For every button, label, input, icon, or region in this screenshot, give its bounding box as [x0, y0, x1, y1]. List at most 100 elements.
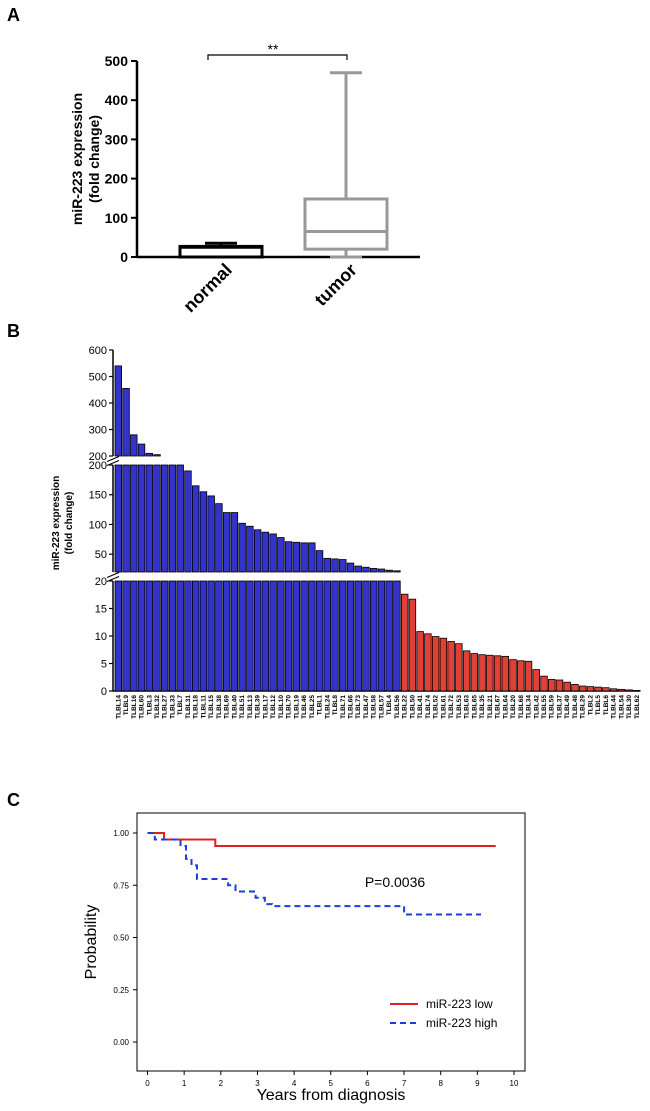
x-tick-label: TLBL74: [425, 695, 432, 719]
x-tick-label: TLBL70: [286, 695, 293, 719]
x-tick-label: TLBL13: [247, 695, 254, 719]
bar-TLBL19: [292, 580, 301, 692]
y-tick-label: 0: [120, 249, 128, 265]
y-tick-label: 500: [105, 53, 129, 69]
x-tick-label: TLBL35: [479, 695, 486, 719]
y-tick-label: 400: [105, 92, 129, 108]
x-tick-label: TLBL27: [162, 695, 169, 719]
y-axis-label-line: miR-223 expression: [51, 476, 62, 571]
y-tick-label: 0.50: [113, 934, 129, 943]
x-tick-label: TLBL53: [456, 695, 463, 719]
x-tick-label: TLBL48: [572, 695, 579, 719]
bar-TLBL47: [362, 580, 370, 692]
bar-TLBL16: [130, 580, 138, 692]
bar-TLBL14: [114, 365, 122, 457]
bar-TLBL13: [246, 580, 254, 692]
bar-TLBL58: [370, 568, 378, 573]
y-tick-label: 400: [89, 398, 107, 410]
y-axis-label: miR-223 expression(fold change): [51, 476, 75, 571]
y-tick-label: 600: [89, 345, 107, 357]
bar-TLBL21: [486, 654, 494, 692]
y-axis-label: miR-223 expression(fold change): [69, 93, 102, 225]
bar-TLBL10: [277, 537, 285, 573]
x-tick-label: TLBL37: [556, 695, 563, 719]
x-tick-label: 5: [329, 1079, 334, 1088]
bar-TLBL51: [238, 522, 246, 573]
bar-TLBL46: [300, 542, 308, 573]
axis-break-gap: [111, 457, 641, 464]
x-tick-label: TLBL61: [440, 695, 447, 719]
x-tick-label: TLBL34: [526, 695, 533, 719]
legend-label: miR-223 low: [426, 997, 493, 1011]
bar-TLBL40: [230, 580, 239, 692]
x-tick-label: TLBL62: [634, 695, 641, 719]
bar-TLBL70: [284, 541, 293, 573]
x-tick-label: TLBL73: [355, 695, 362, 719]
bar-TLBL58: [370, 580, 378, 692]
x-tick-label: 10: [510, 1079, 519, 1088]
y-tick-label: 300: [89, 425, 107, 437]
x-tick-label: 6: [365, 1079, 370, 1088]
y-axis-label-line: (fold change): [86, 115, 102, 203]
bar-TLBL31: [184, 470, 192, 573]
y-tick-label: 0: [101, 686, 107, 698]
bar-TLBL69: [222, 512, 231, 573]
y-tick-label: 0.75: [113, 881, 129, 890]
bar-TLBL47: [362, 566, 370, 573]
x-tick-label: 0: [145, 1079, 150, 1088]
bar-TLBL7: [176, 464, 184, 573]
chart-a-boxplot: 0 100 200 300 400 500 miR-223 expression(fold …: [69, 41, 420, 316]
bar-TLBL57: [377, 580, 386, 692]
x-tick-label: TLBL1: [317, 695, 324, 716]
bar-TLBL19: [292, 541, 301, 573]
y-tick-label: 500: [89, 372, 107, 384]
bar-TLBL60: [137, 464, 146, 573]
bar-TLBL56: [393, 570, 401, 573]
x-tick-label: 3: [255, 1079, 260, 1088]
x-tick-label: 4: [292, 1079, 297, 1088]
p-value-annotation: P=0.0036: [365, 874, 426, 890]
bar-TLBL13: [246, 525, 254, 573]
bar-TLBL38: [215, 580, 223, 692]
bar-TLBL9: [122, 580, 130, 692]
y-tick-label: 0.25: [113, 986, 129, 995]
x-tick-label: TLBL7: [177, 695, 184, 716]
x-tick-label: 7: [402, 1079, 407, 1088]
bar-TLBL7: [176, 580, 184, 692]
bar-TLBL49: [563, 681, 571, 692]
bar-TLBL65: [470, 653, 479, 692]
bar-TLBL12: [269, 580, 277, 692]
bar-TLBL35: [478, 654, 486, 692]
bar-TLBL17: [261, 580, 270, 692]
bar-TLBL54: [617, 688, 626, 692]
bar-TLBL29: [579, 685, 587, 692]
axis-break-mark: [106, 572, 120, 578]
x-tick-label: TLBL67: [495, 695, 502, 719]
bar-TLBL1: [315, 550, 324, 573]
significance-label: **: [268, 41, 279, 57]
x-tick-label: TLBL52: [433, 695, 440, 719]
x-tick-label: TLBL68: [518, 695, 525, 719]
series-mir-223-low: [147, 832, 496, 847]
x-tick-label: TLBL50: [409, 695, 416, 719]
y-tick-label: 200: [105, 171, 129, 187]
bar-TLBL32: [153, 464, 161, 573]
bar-TLBL67: [493, 655, 502, 692]
bar-TLBL1: [315, 580, 324, 692]
x-tick-label: TLBL56: [394, 695, 401, 719]
bar-TLBL3: [145, 464, 153, 573]
x-tick-label: TLBL14: [115, 695, 122, 719]
x-tick-label: TLBL54: [618, 695, 625, 719]
x-tick-label: TLBL55: [541, 695, 548, 719]
bar-TLBL59: [548, 679, 556, 692]
bar-TLBL73: [354, 580, 362, 692]
bar-TLBL48: [571, 684, 579, 692]
bar-TLBL15: [207, 580, 215, 692]
bar-TLBL14: [114, 464, 122, 573]
x-tick-label: TLBL63: [464, 695, 471, 719]
x-tick-label: 1: [182, 1079, 187, 1088]
panel-label-c: C: [7, 790, 20, 810]
y-tick-label: 200: [89, 451, 107, 463]
x-tick-label: TLBL5: [595, 695, 602, 716]
axis-break-mark: [106, 456, 120, 462]
